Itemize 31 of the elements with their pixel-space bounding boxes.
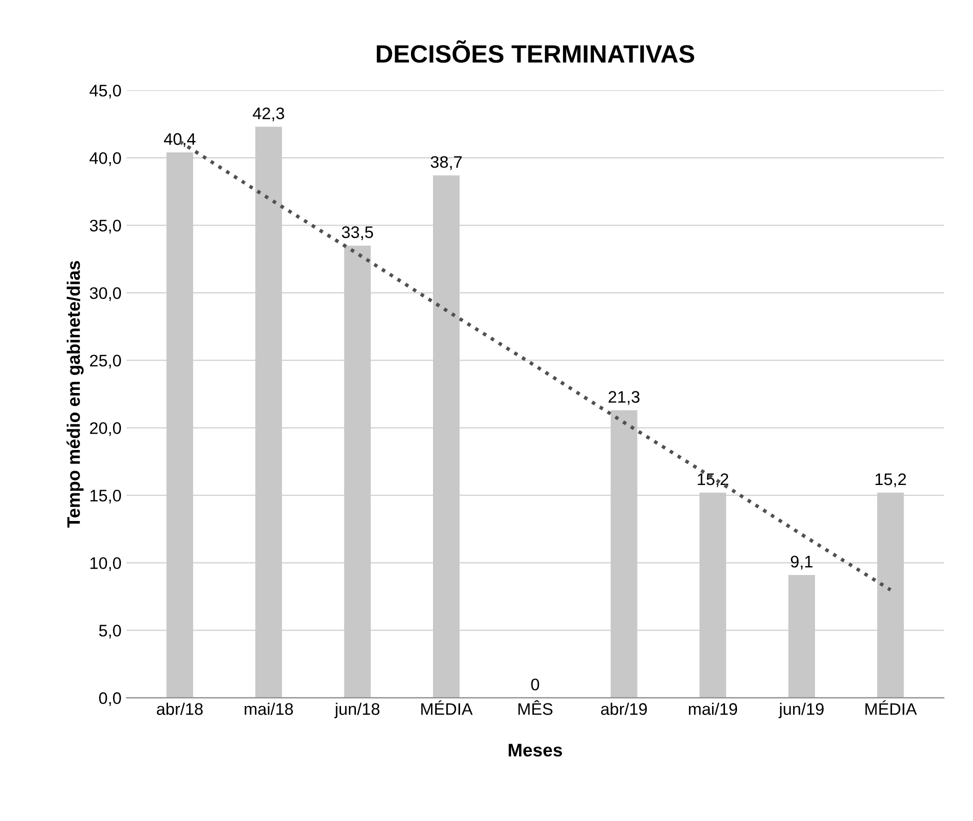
x-tick-label: mai/19: [688, 702, 738, 715]
y-tick-label: 10,0: [90, 557, 121, 572]
y-tick-label: 5,0: [99, 624, 121, 639]
x-tick-label: MÊS: [518, 700, 552, 715]
data-label: 42,3: [252, 108, 284, 122]
x-tick-label: jun/18: [334, 702, 380, 718]
data-label: 0: [531, 678, 540, 690]
chart-title: DECISÕES TERMINATIVAS: [376, 40, 694, 63]
y-tick-label: 0,0: [99, 692, 121, 706]
data-label: 21,3: [608, 391, 640, 405]
y-tick-label: 30,0: [90, 287, 121, 301]
x-tick-label: abr/18: [156, 702, 203, 715]
x-tick-label: mai/18: [244, 702, 293, 715]
data-label: 38,7: [430, 156, 462, 170]
data-label: 40,4: [164, 133, 196, 147]
x-tick-label: MÉDIA: [421, 700, 473, 715]
data-label: 15,2: [698, 473, 728, 488]
data-label: 15,2: [876, 473, 906, 488]
x-tick-label: abr/19: [601, 702, 647, 715]
y-tick-label: 20,0: [90, 422, 121, 436]
y-tick-label: 35,0: [90, 220, 121, 234]
x-tick-label: jun/19: [778, 702, 824, 718]
y-tick-label: 15,0: [90, 490, 121, 504]
data-label: 9,1: [790, 556, 812, 570]
x-axis-title: Meses: [508, 744, 562, 757]
data-label: 33,5: [342, 226, 373, 240]
y-tick-label: 45,0: [90, 84, 121, 98]
y-axis-title: Tempo médio em gabinete/dias: [66, 261, 84, 528]
y-tick-label: 40,0: [90, 152, 121, 166]
x-tick-label: MÉDIA: [865, 700, 917, 715]
y-tick-label: 25,0: [90, 354, 121, 368]
